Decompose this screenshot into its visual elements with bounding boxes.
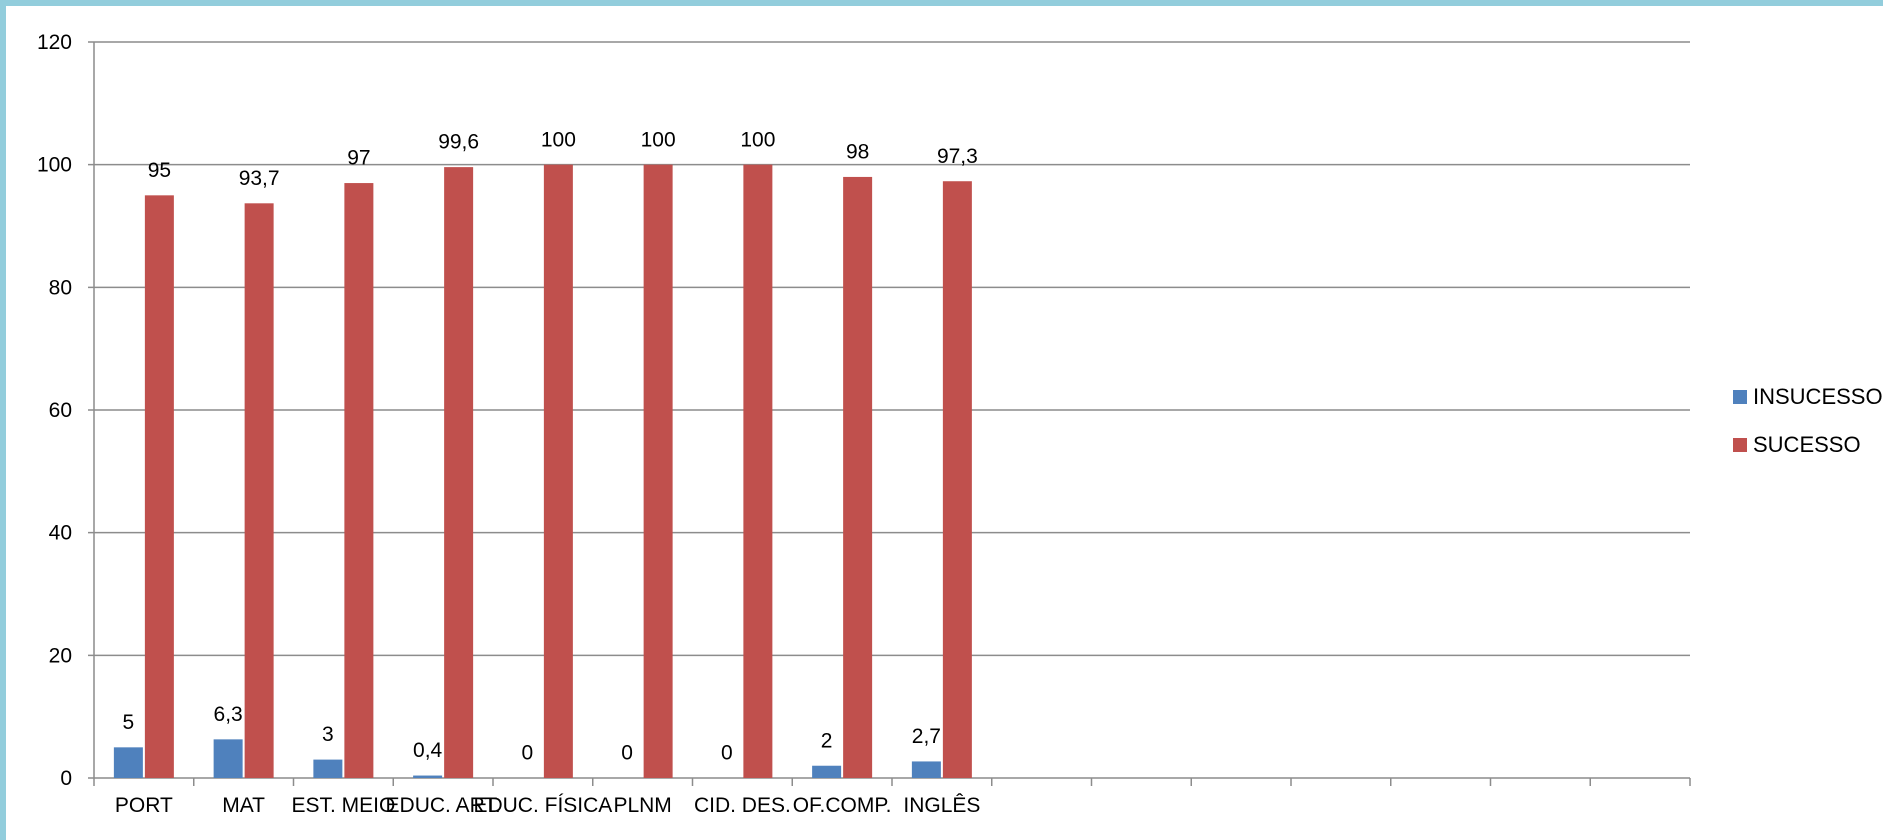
bar-sucesso-6 (743, 164, 773, 778)
bar-sucesso-7 (843, 176, 873, 778)
y-tick-label: 120 (37, 31, 72, 54)
data-label-insucesso: 0 (721, 742, 733, 765)
legend-swatch-sucesso (1733, 438, 1747, 452)
data-label-sucesso: 95 (148, 159, 171, 182)
bar-insucesso-1 (213, 739, 243, 778)
y-tick-label: 60 (49, 399, 72, 422)
data-label-insucesso: 2 (821, 729, 833, 752)
bar-insucesso-0 (113, 747, 143, 778)
x-tick-label: OF.COMP. (793, 794, 892, 817)
legend-swatch-insucesso (1733, 390, 1747, 404)
bar-sucesso-1 (244, 203, 274, 779)
legend: INSUCESSO SUCESSO (1733, 384, 1883, 457)
bar-sucesso-8 (942, 181, 972, 778)
x-tick-label: EDUC. FÍSICA (473, 794, 612, 817)
legend-label-insucesso: INSUCESSO (1753, 384, 1883, 409)
data-label-sucesso: 97 (347, 147, 370, 170)
bars (113, 164, 972, 779)
bar-sucesso-3 (444, 167, 474, 778)
bar-insucesso-7 (812, 765, 842, 778)
data-label-sucesso: 100 (641, 128, 676, 151)
y-tick-label: 100 (37, 154, 72, 177)
data-label-sucesso: 97,3 (937, 145, 978, 168)
bar-sucesso-5 (643, 164, 673, 778)
y-axis-ticks: 0 20 40 60 80 100 120 (37, 31, 72, 790)
data-label-sucesso: 93,7 (239, 167, 280, 190)
bar-insucesso-8 (911, 761, 941, 778)
x-tick-label: PORT (115, 794, 173, 817)
data-label-sucesso: 100 (740, 128, 775, 151)
bar-sucesso-0 (144, 195, 174, 779)
data-label-insucesso: 0,4 (413, 739, 443, 762)
legend-label-sucesso: SUCESSO (1753, 432, 1861, 457)
bar-insucesso-2 (313, 759, 343, 778)
y-tick-label: 0 (60, 767, 72, 790)
gridlines (88, 41, 1690, 779)
bar-insucesso-3 (413, 775, 443, 778)
data-label-insucesso: 6,3 (214, 703, 243, 726)
x-tick-label: CID. DES. (694, 794, 791, 817)
x-tick-label: EST. MEIO (291, 794, 395, 817)
bar-sucesso-4 (543, 164, 573, 778)
x-tick-label: INGLÊS (903, 794, 980, 817)
data-label-insucesso: 5 (123, 711, 135, 734)
data-label-sucesso: 98 (846, 141, 869, 164)
x-tick-label: PLNM (613, 794, 671, 817)
x-tick-label: MAT (222, 794, 265, 817)
bar-sucesso-2 (344, 183, 374, 779)
y-tick-label: 80 (49, 276, 72, 299)
y-tick-label: 40 (49, 522, 72, 545)
data-label-sucesso: 100 (541, 128, 576, 151)
data-label-insucesso: 0 (621, 742, 633, 765)
data-label-insucesso: 0 (522, 742, 534, 765)
data-label-insucesso: 2,7 (912, 725, 941, 748)
y-tick-label: 20 (49, 644, 72, 667)
data-labels: 5 6,3 3 0,4 0 0 0 2 2,7 95 93,7 97 99,6 100 100 100 98 97… (123, 128, 978, 764)
data-label-sucesso: 99,6 (438, 131, 479, 154)
data-label-insucesso: 3 (322, 723, 334, 746)
x-tick-label: EDUC. ART. (386, 794, 501, 817)
